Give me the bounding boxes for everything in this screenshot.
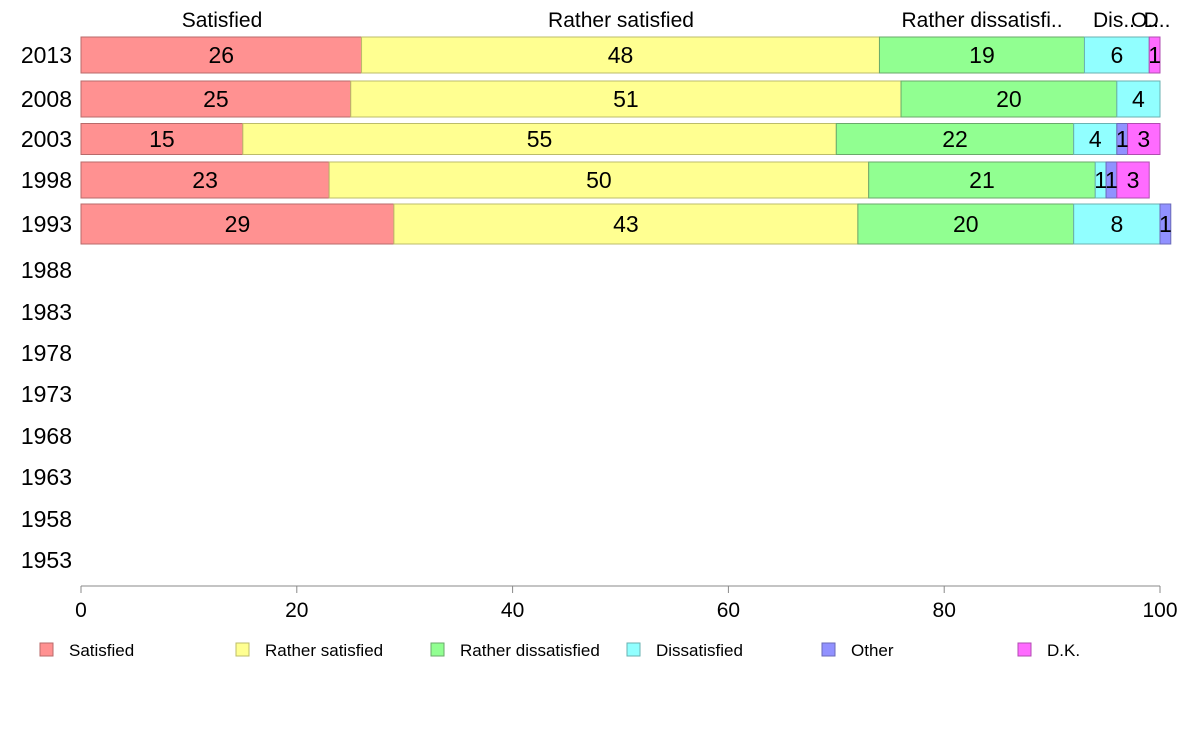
- bar-label-1998-rather-satisfied: 50: [586, 167, 612, 193]
- legend-swatch-other: [821, 642, 836, 657]
- bar-2008-rather-satisfied: [350, 80, 902, 118]
- year-label-1953: 1953: [21, 547, 72, 573]
- bar-label-2003-dissatisfied: 4: [1089, 126, 1102, 152]
- bar-1998-d-k: [1116, 161, 1150, 199]
- header-label-3: Rather dissatisfi..: [901, 9, 1062, 32]
- bar-label-1993-other: 1: [1159, 211, 1172, 237]
- bar-1998-rather-dissatisfied: [868, 161, 1096, 199]
- bar-label-1998-rather-dissatisfied: 21: [969, 167, 995, 193]
- bar-label-2008-rather-satisfied: 51: [613, 86, 639, 112]
- header-label-2: Rather satisfied: [548, 9, 694, 32]
- legend-swatch-dissatisfied: [626, 642, 641, 657]
- bar-1993-rather-dissatisfied: [857, 203, 1075, 245]
- bar-1993-rather-satisfied: [393, 203, 859, 245]
- bar-label-2003-d-k: 3: [1137, 126, 1150, 152]
- header-label-5: O..: [1131, 9, 1159, 32]
- bar-2003-satisfied: [80, 123, 244, 155]
- x-tick-label-0: 0: [75, 599, 87, 622]
- legend-swatch-satisfied: [39, 642, 54, 657]
- bar-2013-d-k: [1148, 36, 1161, 74]
- bar-1993-other: [1159, 203, 1172, 245]
- x-axis: 0 20 40 60 80 100: [75, 585, 1178, 622]
- bar-2003-d-k: [1127, 123, 1161, 155]
- bar-label-2013-satisfied: 26: [208, 42, 234, 68]
- year-label-1993: 1993: [21, 211, 72, 237]
- header-label-4: Dis..: [1093, 9, 1135, 32]
- bar-label-2003-other: 1: [1116, 126, 1129, 152]
- legend-swatch-rather-satisfied: [235, 642, 250, 657]
- bars: [80, 36, 1172, 245]
- bar-label-2008-rather-dissatisfied: 20: [996, 86, 1022, 112]
- bar-label-2003-rather-dissatisfied: 22: [942, 126, 968, 152]
- bar-label-1993-rather-satisfied: 43: [613, 211, 639, 237]
- bar-2008-satisfied: [80, 80, 352, 118]
- legend-label-dissatisfied: Dissatisfied: [656, 641, 743, 660]
- legend-label-rather-satisfied: Rather satisfied: [265, 641, 383, 660]
- bar-label-2013-dissatisfied: 6: [1110, 42, 1123, 68]
- year-label-1983: 1983: [21, 299, 72, 325]
- year-label-1973: 1973: [21, 381, 72, 407]
- legend-label-d-k: D.K.: [1047, 641, 1080, 660]
- bar-1998-rather-satisfied: [328, 161, 870, 199]
- year-label-1963: 1963: [21, 464, 72, 490]
- legend-label-rather-dissatisfied: Rather dissatisfied: [460, 641, 600, 660]
- legend-swatch-rather-dissatisfied: [430, 642, 445, 657]
- bar-2003-rather-dissatisfied: [835, 123, 1075, 155]
- year-axis-labels: 2013 2008 2003 1998 1993 1988 1983 1978 1973 1968…: [21, 42, 72, 573]
- bar-2003-dissatisfied: [1073, 123, 1118, 155]
- bar-label-2013-rather-satisfied: 48: [608, 42, 634, 68]
- bar-2008-rather-dissatisfied: [900, 80, 1118, 118]
- legend: Satisfied Rather satisfied Rather dissatis…: [39, 641, 1080, 660]
- x-tick-label-60: 60: [717, 599, 740, 622]
- bar-label-1998-satisfied: 23: [192, 167, 218, 193]
- x-tick-label-40: 40: [501, 599, 524, 622]
- bar-label-2008-satisfied: 25: [203, 86, 229, 112]
- bar-value-labels: 26 48 19 6 125 51 20 415 55 22 4 1 323 50 21 11 329 43 20 8…: [149, 42, 1172, 237]
- year-label-1988: 1988: [21, 257, 72, 283]
- bar-2008-dissatisfied: [1116, 80, 1161, 118]
- x-tick-label-20: 20: [285, 599, 308, 622]
- x-tick-label-100: 100: [1142, 599, 1177, 622]
- bar-label-2013-rather-dissatisfied: 19: [969, 42, 995, 68]
- bar-label-1998-other: 1: [1105, 167, 1118, 193]
- year-label-1968: 1968: [21, 423, 72, 449]
- header-label-6: D..: [1144, 9, 1171, 32]
- year-label-2008: 2008: [21, 86, 72, 112]
- legend-label-other: Other: [851, 641, 894, 660]
- year-label-2013: 2013: [21, 42, 72, 68]
- bar-1993-satisfied: [80, 203, 395, 245]
- bar-label-2003-satisfied: 15: [149, 126, 175, 152]
- bar-2013-rather-satisfied: [361, 36, 880, 74]
- legend-label-satisfied: Satisfied: [69, 641, 134, 660]
- legend-swatch-d-k: [1017, 642, 1032, 657]
- bar-label-1993-satisfied: 29: [225, 211, 251, 237]
- header-label-1: Satisfied: [182, 9, 263, 32]
- year-label-2003: 2003: [21, 126, 72, 152]
- category-header-labels: Satisfied Rather satisfied Rather dissatis…: [182, 9, 1171, 32]
- bar-1993-dissatisfied: [1073, 203, 1161, 245]
- bar-label-2008-dissatisfied: 4: [1132, 86, 1145, 112]
- year-label-1958: 1958: [21, 506, 72, 532]
- bar-label-2013-d-k: 1: [1148, 42, 1161, 68]
- year-label-1998: 1998: [21, 167, 72, 193]
- bar-label-1993-rather-dissatisfied: 20: [953, 211, 979, 237]
- bar-label-2003-rather-satisfied: 55: [527, 126, 553, 152]
- year-label-1978: 1978: [21, 340, 72, 366]
- bar-label-1998-d-k: 3: [1127, 167, 1140, 193]
- bar-label-1998-dissatisfied: 1: [1094, 167, 1107, 193]
- x-tick-label-80: 80: [933, 599, 956, 622]
- bar-label-1993-dissatisfied: 8: [1110, 211, 1123, 237]
